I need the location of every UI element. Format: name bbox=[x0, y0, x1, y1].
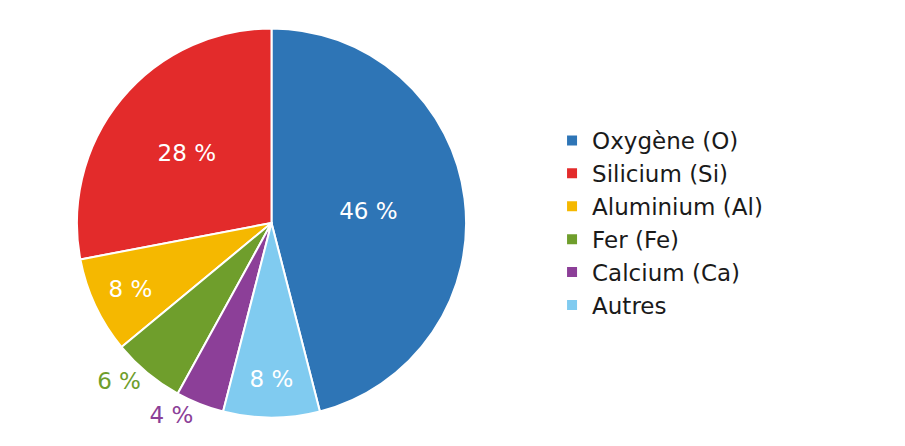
svg-text:Oxygène (O): Oxygène (O) bbox=[592, 128, 738, 154]
svg-text:Calcium (Ca): Calcium (Ca) bbox=[592, 260, 740, 286]
svg-text:46 %: 46 % bbox=[339, 198, 397, 224]
svg-text:8 %: 8 % bbox=[250, 366, 294, 392]
svg-text:6 %: 6 % bbox=[97, 368, 141, 394]
svg-text:8 %: 8 % bbox=[109, 276, 153, 302]
svg-text:4 %: 4 % bbox=[150, 402, 194, 428]
svg-text:28 %: 28 % bbox=[158, 140, 216, 166]
svg-text:Silicium (Si): Silicium (Si) bbox=[592, 161, 728, 187]
svg-text:Fer (Fe): Fer (Fe) bbox=[592, 227, 679, 253]
svg-text:Aluminium (Al): Aluminium (Al) bbox=[592, 194, 763, 220]
svg-text:Autres: Autres bbox=[592, 293, 666, 319]
